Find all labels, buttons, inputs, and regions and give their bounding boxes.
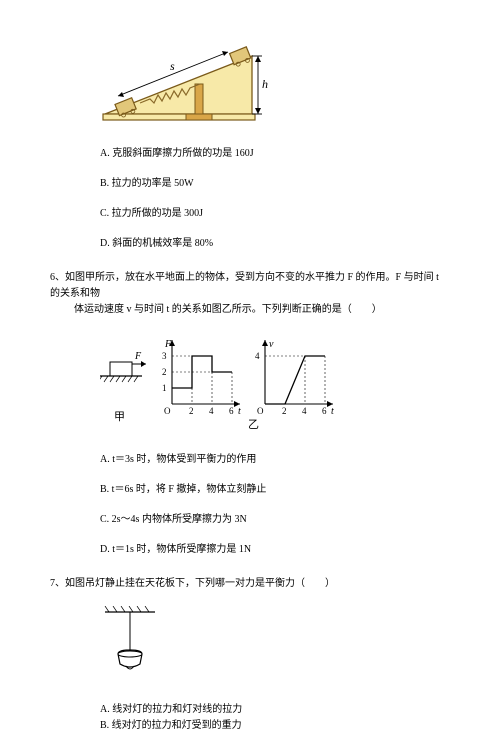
- v-axis-label: v: [269, 339, 274, 350]
- label-F-block: F: [134, 351, 142, 362]
- q6-stem-line2: 体运动速度 v 与时间 t 的关系如图乙所示。下列判断正确的是（ ）: [74, 304, 382, 315]
- svg-text:2: 2: [282, 406, 287, 416]
- q7-option-a: A. 线对灯的拉力和灯对线的拉力: [100, 702, 242, 718]
- label-h: h: [262, 77, 268, 91]
- svg-text:2: 2: [162, 367, 167, 377]
- O1: O: [164, 406, 171, 416]
- svg-text:1: 1: [162, 383, 167, 393]
- v-t-graph: v t O 4 2 4 6: [255, 339, 334, 417]
- q6-option-a: A. t＝3s 时，物体受到平衡力的作用: [100, 452, 450, 468]
- t-axis-label-1: t: [238, 406, 241, 417]
- q6-option-b: B. t＝6s 时，将 F 撤掉，物体立刻静止: [100, 482, 450, 498]
- q5-option-b: B. 拉力的功率是 50W: [100, 176, 450, 192]
- svg-text:4: 4: [209, 406, 214, 416]
- t-axis-label-2: t: [331, 406, 334, 417]
- label-yi: 乙: [248, 418, 259, 431]
- q5-option-c: C. 拉力所做的功是 300J: [100, 206, 450, 222]
- F-t-graph: F t O 1 2 3 2 4 6: [162, 339, 241, 417]
- svg-text:2: 2: [189, 406, 194, 416]
- svg-text:6: 6: [229, 406, 234, 416]
- q6-option-d: D. t＝1s 时，物体所受摩擦力是 1N: [100, 542, 450, 558]
- svg-text:4: 4: [302, 406, 307, 416]
- q6-option-c: C. 2s～4s 内物体所受摩擦力为 3N: [100, 512, 450, 528]
- q6-stem-line1: 6、如图甲所示，放在水平地面上的物体，受到方向不变的水平推力 F 的作用。F 与…: [50, 272, 439, 299]
- label-s: s: [170, 59, 175, 73]
- q5-option-d: D. 斜面的机械效率是 80%: [100, 236, 450, 252]
- stand: [195, 84, 203, 114]
- F-axis-label: F: [164, 339, 172, 350]
- q7-stem: 7、如图吊灯静止挂在天花板下，下列哪一对力是平衡力（ ）: [50, 576, 450, 592]
- label-jia: 甲: [114, 411, 125, 423]
- svg-text:6: 6: [322, 406, 327, 416]
- q6-graphs: F 甲 F t O 1 2 3 2 4 6: [100, 332, 450, 438]
- jia-block: F 甲: [100, 351, 146, 423]
- q5-option-a: A. 克服斜面摩擦力所做的功是 160J: [100, 146, 450, 162]
- O2: O: [257, 406, 264, 416]
- q6-stem: 6、如图甲所示，放在水平地面上的物体，受到方向不变的水平推力 F 的作用。F 与…: [50, 270, 450, 318]
- svg-text:4: 4: [255, 351, 260, 361]
- svg-text:3: 3: [162, 351, 167, 361]
- stand-foot: [186, 114, 212, 120]
- q5-incline-diagram: s h: [100, 38, 450, 132]
- q7-option-b: B. 线对灯的拉力和灯受到的重力: [100, 718, 242, 734]
- q7-lamp-diagram: [100, 606, 450, 684]
